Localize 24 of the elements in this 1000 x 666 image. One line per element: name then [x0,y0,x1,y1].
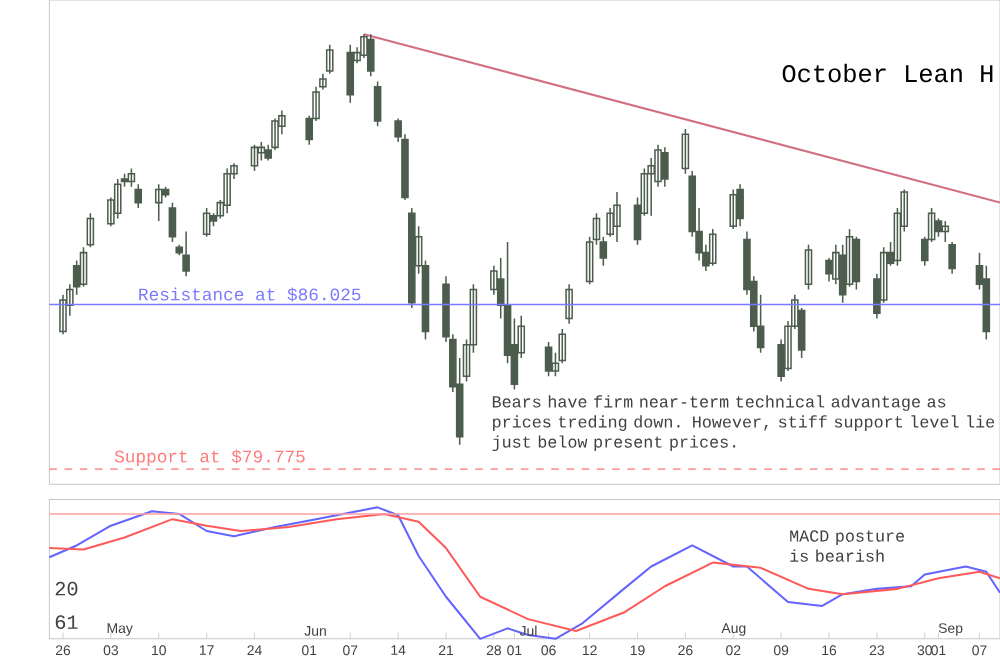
candlestick [565,283,573,325]
candlestick [736,183,744,228]
annotation: 61 [55,615,78,630]
annotation: Bears have firm near-term technical advantage as prices treding down. However, stiff support level lie just below present prices. [492,395,995,452]
candlestick [729,188,738,230]
candlestick [948,241,956,275]
candlestick [708,228,717,267]
candlestick [325,44,334,75]
candlestick [941,220,950,244]
candlestick [134,183,143,209]
candlestick [408,207,416,309]
candlestick [613,191,621,244]
candlestick [661,146,669,188]
annotation: 20 [55,582,78,596]
candlestick [182,231,190,278]
candlestick [346,44,355,104]
candlestick [366,33,375,78]
candlestick [223,167,231,215]
candlestick [113,178,122,220]
candlestick [154,183,163,223]
ref-line-label: Support at $79.775 [114,449,305,467]
text: October Lean H [782,63,993,83]
annotation: MACD posture is bearish [790,530,905,563]
ref-line-label: Resistance at $86.025 [139,287,361,302]
